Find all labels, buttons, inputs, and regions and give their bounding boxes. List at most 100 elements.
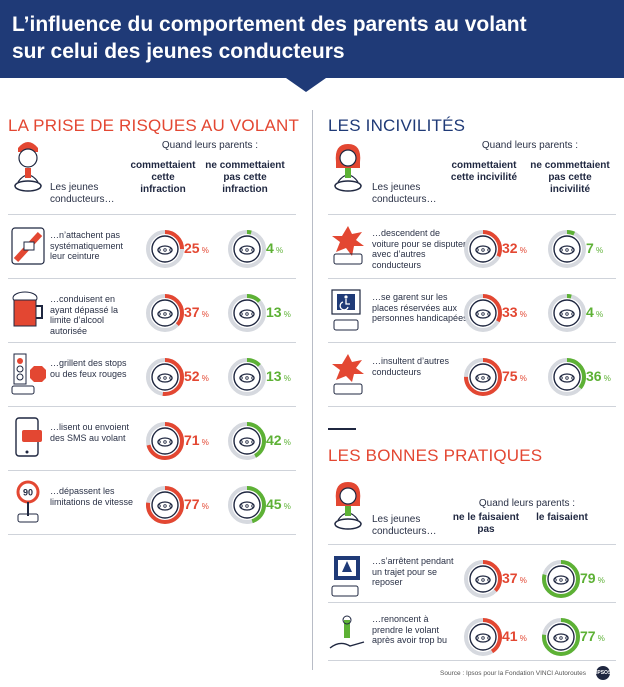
percent-unit: % [601,374,611,383]
percent-unit: % [517,374,527,383]
gauge-fill [146,230,184,268]
row-divider [8,214,296,215]
percent-b: 42 % [266,432,291,451]
jeunes-label-right-top: Les jeunes conducteurs… [372,182,437,205]
steering-gauge-b [542,618,580,656]
hand-keys-icon [329,615,365,649]
speed-limit-icon: 90 [16,480,40,523]
percent-b: 36 % [586,368,611,387]
percent-unit: % [199,438,209,447]
percent-unit: % [281,310,291,319]
row-divider [328,278,616,279]
question-label-right-bottom: Quand leurs parents : [478,498,576,509]
percent-unit: % [281,502,291,511]
percent-a: 77 % [184,496,209,515]
female-driver-icon [334,144,362,192]
percent-a: 25 % [184,240,209,259]
gauge-fill [464,560,502,598]
steering-gauge-a [146,486,184,524]
steering-gauge-b [548,294,586,332]
gauge-fill [146,422,184,460]
row-description: …se garent sur les places réservées aux … [372,292,468,323]
percent-unit: % [593,246,604,255]
row-divider [8,470,296,471]
percent-a: 71 % [184,432,209,451]
dispute-icon [332,226,364,265]
disabled-parking-icon [331,289,361,331]
row-description: …descendent de voiture pour se disputer … [372,228,467,270]
ipsos-logo: IPSOS [596,666,611,680]
steering-gauge-b [228,358,266,396]
section-title-incivilites: LES INCIVILITÉS [328,116,466,135]
steering-gauge-a [464,294,502,332]
percent-a-value: 25 [184,240,200,256]
percent-unit: % [199,246,209,255]
row-description: …grillent des stops ou des feux rouges [50,358,127,379]
percent-unit: % [199,374,209,383]
row-description: …dépassent les limitations de vitesse [50,486,134,507]
row-description: …lisent ou envoient des SMS au volant [50,422,130,443]
row-divider [328,660,616,661]
gauge-fill [464,294,502,332]
source-note: Source : Ipsos pour la Fondation VINCI A… [440,670,586,677]
percent-b-value: 13 [266,304,282,320]
row-divider [328,406,616,407]
percent-a-value: 77 [184,496,200,512]
steering-gauge-a [146,358,184,396]
steering-gauge-a [146,294,184,332]
percent-unit: % [517,246,527,255]
steering-gauge-a [146,422,184,460]
percent-a: 32 % [502,240,527,259]
percent-a-value: 32 [502,240,518,256]
steering-gauge-b [228,294,266,332]
jeunes-label-left: Les jeunes conducteurs… [50,182,115,205]
question-label-right-top: Quand leurs parents : [481,140,579,151]
percent-unit: % [517,310,527,319]
percent-b-value: 45 [266,496,282,512]
percent-a-value: 41 [502,628,518,644]
row-description: …s’arrêtent pendant un trajet pour se re… [372,556,454,587]
section-title-bonnes-pratiques: LES BONNES PRATIQUES [328,446,543,465]
percent-b-value: 4 [586,304,594,320]
percent-unit: % [517,576,527,585]
row-divider [328,214,616,215]
male-driver-icon [14,142,42,192]
percent-a-value: 75 [502,368,518,384]
steering-gauge-b [228,230,266,268]
percent-b-value: 36 [586,368,602,384]
insult-icon [332,354,364,395]
percent-b-value: 77 [580,628,596,644]
column-divider [312,110,313,670]
percent-b-value: 79 [580,570,596,586]
steering-gauge-a [464,230,502,268]
steering-gauge-a [464,358,502,396]
steering-gauge-b [548,358,586,396]
percent-b: 45 % [266,496,291,515]
traffic-light-icon [11,353,46,395]
gauge-fill [146,486,184,524]
col-header-ne-commettaient-incivilite: ne commettaient pas cette incivilité [530,160,610,195]
gauge-fill [146,294,184,332]
gauge-fill [548,294,586,332]
percent-unit: % [273,246,284,255]
gauge-fill [228,294,266,332]
question-label-left: Quand leurs parents : [161,140,259,151]
beer-icon [12,291,43,327]
svg-text:90: 90 [23,488,33,498]
steering-gauge-a [146,230,184,268]
row-description: …n’attachent pas systématiquement leur c… [50,230,124,261]
short-divider [328,428,356,430]
percent-b: 4 % [586,304,603,323]
percent-a-value: 37 [502,570,518,586]
percent-a-value: 71 [184,432,200,448]
percent-unit: % [595,634,605,643]
row-divider [8,406,296,407]
percent-a: 75 % [502,368,527,387]
percent-b: 13 % [266,304,291,323]
title-line-2: sur celui des jeunes conducteurs [12,40,345,63]
percent-b: 77 % [580,628,605,647]
gauge-fill [228,422,266,460]
page-title: L’influence du comportement des parents … [12,11,527,65]
row-description: …insultent d’autres conducteurs [372,356,450,377]
col-header-le-faisaient: le faisaient [536,512,588,523]
